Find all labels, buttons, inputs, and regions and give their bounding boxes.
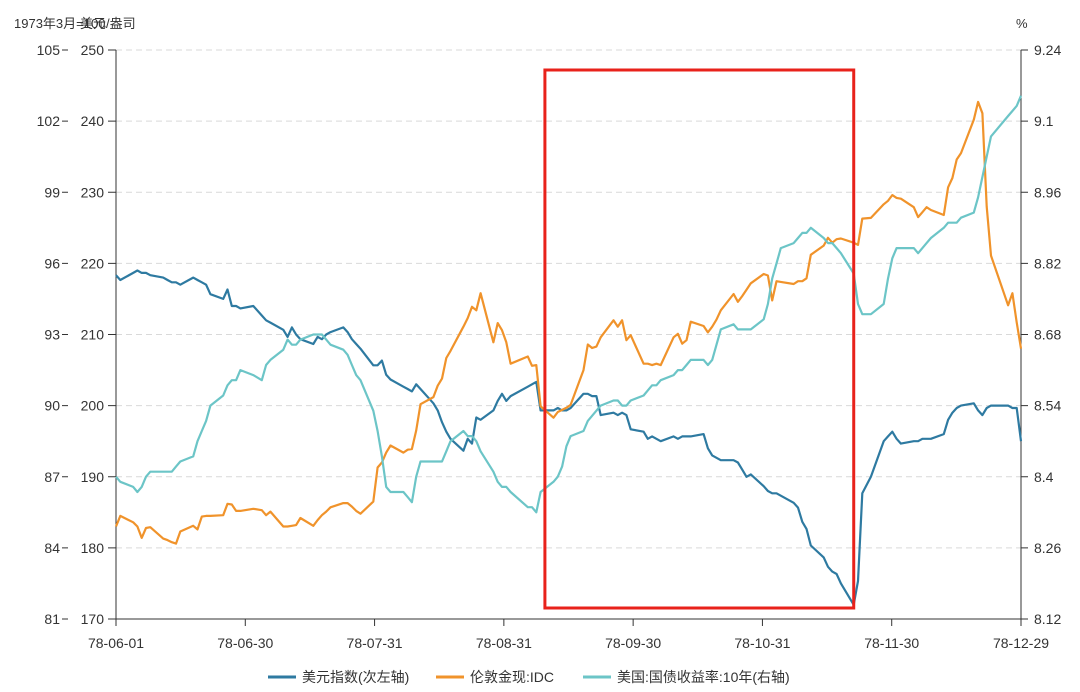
right-tick-label: 8.26 — [1034, 540, 1061, 556]
highlight-box — [543, 68, 856, 610]
right-tick-label: 9.1 — [1034, 113, 1054, 129]
left-inner-unit: 美元/盎司 — [80, 16, 136, 31]
right-tick-label: 8.68 — [1034, 327, 1061, 343]
left_outer-tick-label: 81 — [44, 611, 60, 627]
left_outer-tick-label: 84 — [44, 540, 60, 556]
legend-item-2[interactable]: 美国:国债收益率:10年(右轴) — [583, 669, 790, 685]
left_outer-tick-label: 102 — [37, 113, 61, 129]
right-tick-label: 9.24 — [1034, 42, 1061, 58]
legend[interactable]: 美元指数(次左轴) 伦敦金现:IDC 美国:国债收益率:10年(右轴) — [268, 669, 790, 685]
left_inner-tick-label: 250 — [81, 42, 105, 58]
left-outer-axis-ticks: 81 84 87 90 93 96 99 102 105 — [37, 42, 68, 627]
x-tick-label: 78-08-31 — [476, 635, 532, 651]
highlight-rectangle — [543, 68, 856, 610]
x-tick-label: 78-06-30 — [217, 635, 273, 651]
legend-label: 美元指数(次左轴) — [302, 669, 409, 685]
left_outer-tick-label: 96 — [44, 255, 60, 271]
x-tick-label: 78-12-29 — [993, 635, 1049, 651]
series-line-0 — [115, 269, 1023, 606]
series-lines — [114, 95, 1023, 606]
left_inner-tick-label: 230 — [81, 184, 105, 200]
x-tick-label: 78-10-31 — [734, 635, 790, 651]
series-line-2 — [115, 95, 1023, 514]
x-tick-label: 78-06-01 — [88, 635, 144, 651]
left_outer-tick-label: 87 — [44, 469, 60, 485]
x-tick-label: 78-09-30 — [605, 635, 661, 651]
legend-label: 伦敦金现:IDC — [470, 669, 554, 685]
left_inner-tick-label: 180 — [81, 540, 105, 556]
axis-units: 1973年3月=100 美元/盎司 % — [14, 16, 1028, 31]
left_outer-tick-label: 99 — [44, 184, 60, 200]
x-tick-label: 78-11-30 — [864, 635, 919, 651]
x-axis-ticks: 78-06-01 78-06-30 78-07-31 78-08-31 78-09-30… — [88, 619, 1049, 651]
left_inner-tick-label: 220 — [81, 255, 105, 271]
right-tick-label: 8.54 — [1034, 398, 1061, 414]
right-unit: % — [1016, 16, 1028, 31]
left_outer-tick-label: 90 — [44, 398, 60, 414]
x-tick-label: 78-07-31 — [347, 635, 403, 651]
legend-label: 美国:国债收益率:10年(右轴) — [617, 669, 790, 685]
left_inner-tick-label: 200 — [81, 398, 105, 414]
left_inner-tick-label: 170 — [81, 611, 105, 627]
right-axis-ticks: 8.12 8.26 8.4 8.54 8.68 8.82 8.96 9.1 9.24 — [1021, 42, 1061, 627]
legend-item-0[interactable]: 美元指数(次左轴) — [268, 669, 409, 685]
left_outer-tick-label: 93 — [44, 327, 60, 343]
left_inner-tick-label: 240 — [81, 113, 105, 129]
right-tick-label: 8.12 — [1034, 611, 1061, 627]
series-line-1 — [114, 100, 1023, 545]
right-tick-label: 8.82 — [1034, 255, 1061, 271]
right-tick-label: 8.96 — [1034, 184, 1061, 200]
left-outer-unit: 1973年3月=100 — [14, 16, 105, 31]
left-inner-axis-ticks: 170 180 190 200 210 220 230 240 250 — [81, 42, 116, 627]
left_outer-tick-label: 105 — [37, 42, 61, 58]
right-tick-label: 8.4 — [1034, 469, 1054, 485]
legend-item-1[interactable]: 伦敦金现:IDC — [436, 669, 554, 685]
left_inner-tick-label: 210 — [81, 327, 105, 343]
left_inner-tick-label: 190 — [81, 469, 105, 485]
